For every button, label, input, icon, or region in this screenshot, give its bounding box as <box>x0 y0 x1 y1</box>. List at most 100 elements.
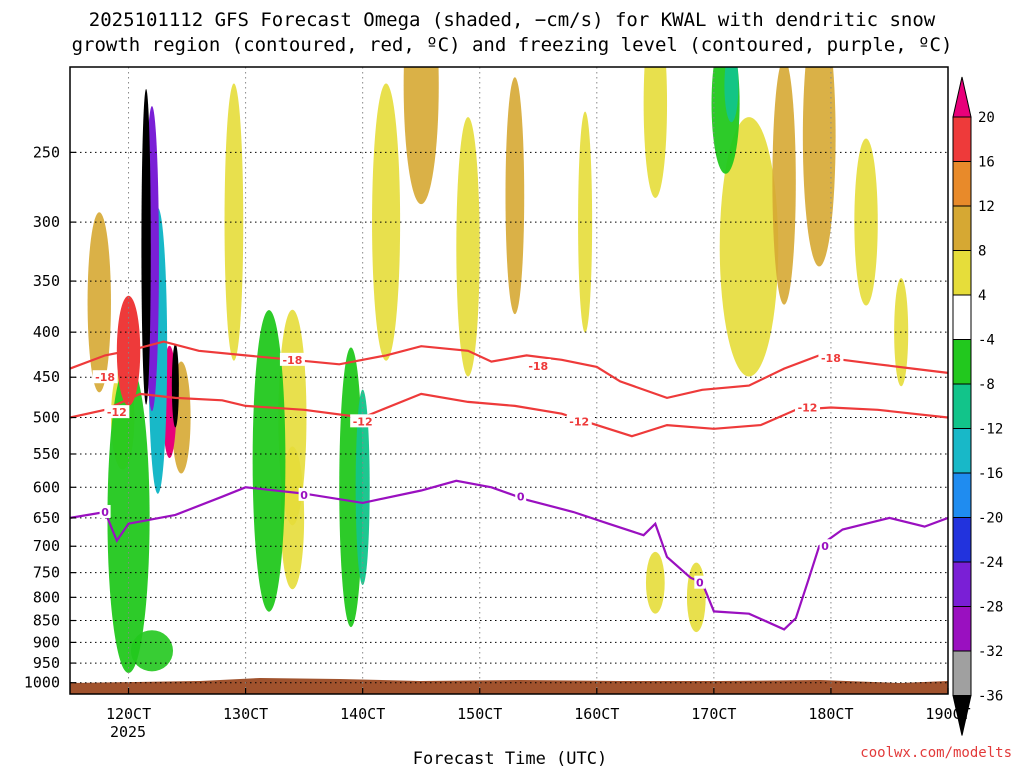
omega-shade-region <box>719 117 779 377</box>
ground-layer <box>70 678 948 694</box>
contour-label-background <box>92 370 118 384</box>
contour-label-background <box>279 352 305 366</box>
y-tick-label: 850 <box>33 612 60 630</box>
colorbar-label: -36 <box>978 689 1003 705</box>
x-axis-title: Forecast Time (UTC) <box>413 749 607 768</box>
colorbar-label: -28 <box>978 600 1003 616</box>
omega-shade-region <box>772 67 796 305</box>
y-tick-label: 300 <box>33 213 60 231</box>
x-tick-label: 120CT <box>106 705 151 723</box>
colorbar-label: -32 <box>978 644 1003 660</box>
omega-shade-region <box>280 446 305 590</box>
x-tick-label: 180CT <box>808 705 853 723</box>
y-tick-label: 500 <box>33 409 60 427</box>
colorbar-bottom-arrow <box>952 695 972 736</box>
colorbar-top-arrow <box>952 76 972 118</box>
colorbar-label: 12 <box>978 199 995 215</box>
x-axis-year-label: 2025 <box>110 723 146 741</box>
contour-label: -18 <box>282 354 302 367</box>
contour-label: -12 <box>107 406 127 419</box>
omega-shade-region <box>403 67 439 205</box>
colorbar-label: 4 <box>978 288 986 304</box>
omega-shade-region <box>643 67 668 198</box>
contour-label-background <box>566 414 592 428</box>
chart-title-line-1: 2025101112 GFS Forecast Omega (shaded, −… <box>89 9 936 31</box>
colorbar-swatch <box>952 116 972 162</box>
colorbar-swatch <box>952 606 972 652</box>
contour-label: 0 <box>517 491 525 504</box>
y-tick-label: 750 <box>33 564 60 582</box>
colorbar-swatch <box>952 205 972 251</box>
y-tick-label: 800 <box>33 588 60 606</box>
colorbar-swatch <box>952 472 972 518</box>
colorbar-label: -20 <box>978 511 1003 527</box>
colorbar-swatch <box>952 294 972 340</box>
contour-label: -12 <box>353 415 373 428</box>
x-axis: 120CT 130CT 140CT 150CT 160CT 170CT 180CT 190CT <box>106 688 971 723</box>
colorbar-swatch <box>952 383 972 429</box>
contour-label-background <box>818 351 844 365</box>
colorbar-swatch <box>952 250 972 296</box>
omega-shade-region <box>456 117 480 377</box>
y-tick-label: 450 <box>33 368 60 386</box>
y-tick-label: 950 <box>33 654 60 672</box>
chart-title-line-2: growth region (contoured, red, ºC) and f… <box>72 34 953 56</box>
omega-shade-region <box>252 310 286 612</box>
contour-label-background <box>104 405 130 419</box>
contour-label-background <box>819 539 831 553</box>
contour-label-background <box>515 489 527 503</box>
x-tick-label: 160CT <box>574 705 619 723</box>
x-tick-label: 140CT <box>340 705 385 723</box>
y-tick-label: 700 <box>33 537 60 555</box>
y-tick-label: 550 <box>33 445 60 463</box>
colorbar-label: -12 <box>978 422 1003 438</box>
ground-terrain <box>70 678 948 694</box>
omega-shade-region <box>87 212 111 393</box>
omega-shade-region <box>171 343 179 428</box>
colorbar-swatch <box>952 561 972 607</box>
plot-frame <box>69 66 949 695</box>
contour-label-background <box>795 400 821 414</box>
omega-shade-region <box>141 88 151 405</box>
y-tick-label: 250 <box>33 143 60 161</box>
contour-label: 0 <box>696 577 704 590</box>
contour-label: 0 <box>821 540 829 553</box>
plot-area: -18 -18 -18 -18 -12 -12 -12 -12 0 0 0 0 0 <box>69 66 949 695</box>
contour-label-background <box>99 504 111 518</box>
y-tick-label: 600 <box>33 478 60 496</box>
omega-shade-region <box>645 551 665 614</box>
omega-shade-region <box>802 67 836 267</box>
colorbar: 20 16 12 8 4 -4 -8 -12 -16 -20 -24 -28 -32 -36 <box>952 76 1003 736</box>
omega-shade-region <box>724 67 739 123</box>
contour-label: -18 <box>95 371 115 384</box>
contour-label-background <box>350 414 376 428</box>
omega-shade-region <box>224 83 244 361</box>
contours: -18 -18 -18 -18 -12 -12 -12 -12 0 0 0 0 0 <box>70 340 948 631</box>
colorbar-label: -4 <box>978 333 995 349</box>
colorbar-swatch <box>952 428 972 474</box>
colorbar-label: 16 <box>978 155 995 171</box>
contour-label-background <box>525 359 551 373</box>
colorbar-label: 20 <box>978 110 995 126</box>
grid <box>70 67 949 694</box>
contour-label: 0 <box>300 489 308 502</box>
y-tick-label: 1000 <box>24 674 60 692</box>
contour-label: -12 <box>798 401 818 414</box>
contour-label: -18 <box>821 352 841 365</box>
contour-label: 0 <box>101 506 109 519</box>
y-tick-label: 900 <box>33 633 60 651</box>
contour-line-freezing-level-0 <box>70 479 948 631</box>
colorbar-label: -16 <box>978 466 1003 482</box>
contour-label-background <box>298 487 310 501</box>
x-tick-label: 150CT <box>457 705 502 723</box>
colorbar-swatch <box>952 517 972 563</box>
x-tick-label: 130CT <box>223 705 268 723</box>
omega-shading <box>87 67 909 674</box>
y-tick-label: 350 <box>33 272 60 290</box>
x-tick-label: 170CT <box>691 705 736 723</box>
colorbar-label: -24 <box>978 555 1003 571</box>
omega-shade-region <box>505 77 525 315</box>
y-tick-label: 400 <box>33 323 60 341</box>
contour-label: -12 <box>569 415 589 428</box>
